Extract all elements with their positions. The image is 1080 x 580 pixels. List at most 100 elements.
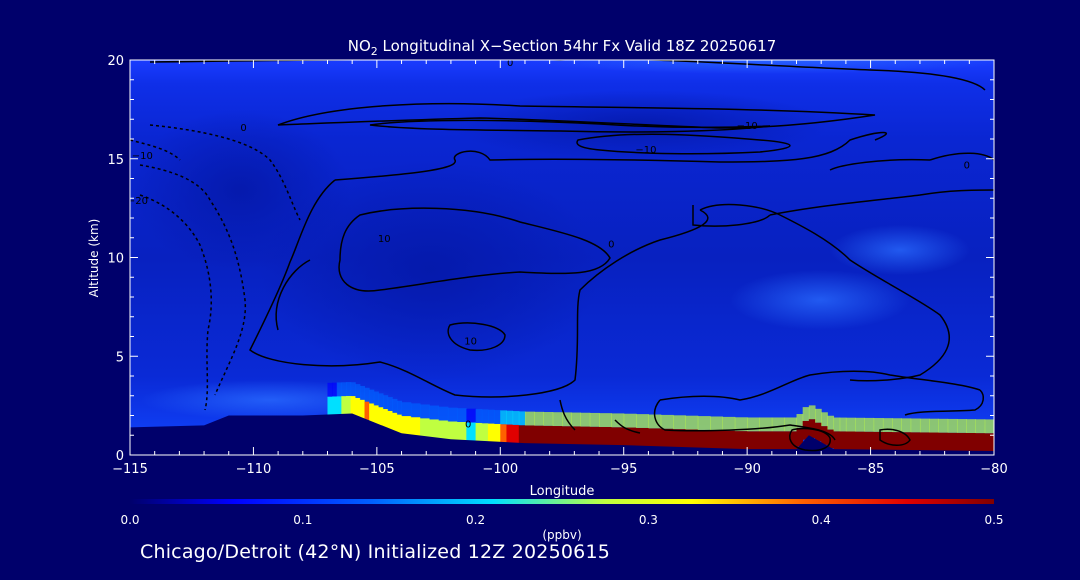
y-tick-label: 0 [116, 449, 124, 464]
surface-cell [373, 405, 379, 425]
surface-cell-halo [350, 382, 356, 397]
surface-cell [839, 431, 847, 451]
surface-cell-halo [580, 412, 591, 427]
field-low-region [260, 160, 600, 380]
surface-cell-halo [373, 391, 379, 406]
contour-label: 0 [240, 123, 246, 134]
footer-caption: Chicago/Detroit (42°N) Initialized 12Z 2… [140, 541, 611, 563]
contour-line [149, 60, 986, 91]
surface-cell-halo [487, 409, 495, 424]
field-low-region [130, 110, 350, 270]
surface-cell-halo [506, 410, 514, 425]
surface-cell [611, 427, 625, 446]
colorbar-gradient [130, 499, 994, 504]
surface-cell-halo [383, 395, 389, 410]
surface-cell [429, 419, 440, 439]
surface-cell [855, 431, 865, 451]
contour-label: −10 [737, 121, 758, 132]
surface-cell-halo [355, 384, 361, 398]
surface-cell-halo [947, 418, 958, 433]
surface-cell [552, 426, 563, 445]
surface-cell-halo [833, 417, 841, 432]
surface-cell [346, 395, 352, 415]
surface-cell [697, 429, 711, 449]
surface-cell [648, 428, 662, 448]
surface-cell-halo [815, 408, 822, 423]
surface-cell [864, 431, 875, 451]
contour-line [789, 427, 831, 452]
colorbar-ticks: 0.0 0.1 0.2 0.3 0.4 0.5 [120, 513, 1003, 527]
surface-cell-halo [759, 417, 773, 432]
surface-cell [623, 427, 637, 447]
contour-line [576, 133, 791, 155]
surface-cell [401, 416, 412, 435]
surface-cell-halo [341, 382, 347, 397]
surface-cell [438, 420, 449, 440]
surface-cell [383, 409, 389, 428]
surface-cell [956, 432, 967, 452]
contour-line [769, 189, 994, 216]
contour-line [904, 389, 985, 416]
surface-cell-halo [327, 382, 333, 397]
surface-cell-halo [359, 385, 366, 400]
surface-cell [815, 422, 822, 442]
surface-cell-halo [447, 407, 458, 422]
surface-cell [722, 430, 736, 450]
surface-cell-halo [660, 414, 674, 429]
colorbar-tick-label: 0.5 [984, 513, 1003, 527]
x-tick-label: −90 [733, 462, 760, 477]
contour-line [130, 139, 181, 161]
surface-cell [332, 396, 338, 416]
surface-cell [481, 423, 489, 442]
surface-cell [410, 417, 421, 436]
contour-line [139, 164, 247, 396]
y-axis-label: Altitude (km) [87, 219, 101, 298]
surface-cell [500, 424, 507, 443]
x-tick-label: −85 [857, 462, 884, 477]
surface-cell-halo [571, 412, 582, 427]
title-prefix: NO [348, 37, 371, 55]
contour-line [249, 179, 709, 398]
surface-cell [984, 433, 994, 452]
surface-cell [475, 422, 483, 442]
surface-cell-halo [346, 382, 352, 396]
surface-cell [327, 396, 333, 416]
surface-cell-halo [910, 418, 921, 433]
surface-cell-halo [599, 413, 612, 427]
surface-cell-halo [481, 409, 489, 424]
contour-line [929, 152, 994, 161]
surface-cell-halo [636, 414, 649, 428]
surface-cell [571, 426, 582, 446]
x-axis-label: Longitude [530, 484, 595, 499]
surface-cell-halo [378, 393, 384, 408]
surface-cell [796, 427, 804, 447]
chart-title: NO2 Longitudinal X−Section 54hr Fx Valid… [348, 37, 777, 58]
surface-cell [892, 432, 902, 451]
surface-cell-halo [722, 416, 736, 431]
surface-cell [396, 414, 403, 434]
contour-label: −10 [132, 151, 153, 162]
contour-line [447, 322, 506, 352]
surface-cell [524, 425, 535, 445]
surface-cell-halo [332, 382, 338, 397]
surface-cell [734, 431, 748, 450]
surface-cell-halo [466, 408, 477, 423]
surface-cell-halo [429, 405, 440, 420]
surface-cell-halo [892, 418, 902, 433]
surface-cell-halo [611, 413, 625, 428]
surface-cell-halo [864, 417, 875, 432]
surface-cell [771, 431, 785, 451]
surface-cell [966, 432, 976, 452]
contour-label: 10 [378, 234, 391, 245]
surface-cell-halo [438, 406, 449, 421]
title-subscript: 2 [371, 45, 378, 58]
colorbar-tick-label: 0.2 [466, 513, 485, 527]
contour-line [139, 194, 212, 411]
surface-cell [378, 407, 384, 426]
surface-cell-halo [827, 415, 835, 430]
colorbar-tick-label: 0.4 [812, 513, 831, 527]
surface-cell-halo [524, 411, 535, 426]
surface-cell [759, 431, 773, 451]
surface-cell-halo [552, 412, 563, 427]
